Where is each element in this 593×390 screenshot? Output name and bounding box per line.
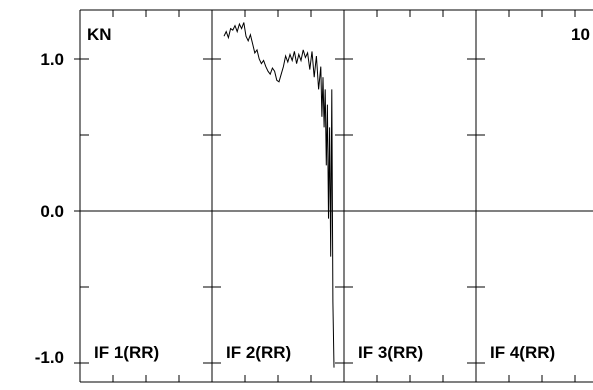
corner-label-left: KN xyxy=(87,25,112,44)
panel-label: IF 3(RR) xyxy=(358,343,423,362)
panel-label: IF 1(RR) xyxy=(94,343,159,362)
panel-label: IF 4(RR) xyxy=(490,343,555,362)
series-lines xyxy=(223,22,335,368)
axis-ticks xyxy=(74,10,576,382)
panel-label: IF 2(RR) xyxy=(226,343,291,362)
y-tick-label: 0.0 xyxy=(40,202,64,221)
chart-labels: 1.0 0.0 -1.0 KN 10 IF 1(RR) IF 2(RR) IF 3(RR) IF… xyxy=(35,25,590,367)
plot-frame xyxy=(79,9,593,383)
y-tick-label: -1.0 xyxy=(35,348,64,367)
corner-label-right: 10 xyxy=(571,25,590,44)
series-line xyxy=(223,22,335,368)
y-tick-label: 1.0 xyxy=(40,50,64,69)
